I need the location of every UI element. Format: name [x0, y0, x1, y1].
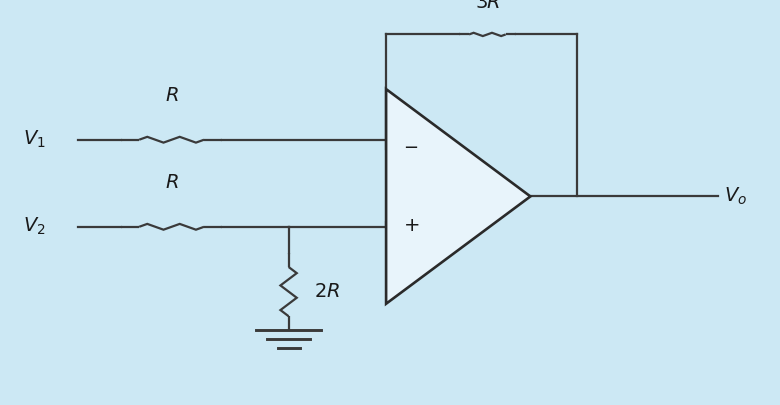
Text: $V_o$: $V_o$	[724, 186, 747, 207]
Text: $2R$: $2R$	[314, 282, 339, 301]
Text: $R$: $R$	[165, 86, 179, 105]
Text: $3R$: $3R$	[475, 0, 500, 12]
Polygon shape	[386, 89, 530, 304]
Text: $V_1$: $V_1$	[23, 129, 46, 150]
Text: $R$: $R$	[165, 173, 179, 192]
Text: $V_2$: $V_2$	[23, 216, 46, 237]
Text: $-$: $-$	[403, 137, 419, 155]
Text: $+$: $+$	[403, 216, 419, 235]
